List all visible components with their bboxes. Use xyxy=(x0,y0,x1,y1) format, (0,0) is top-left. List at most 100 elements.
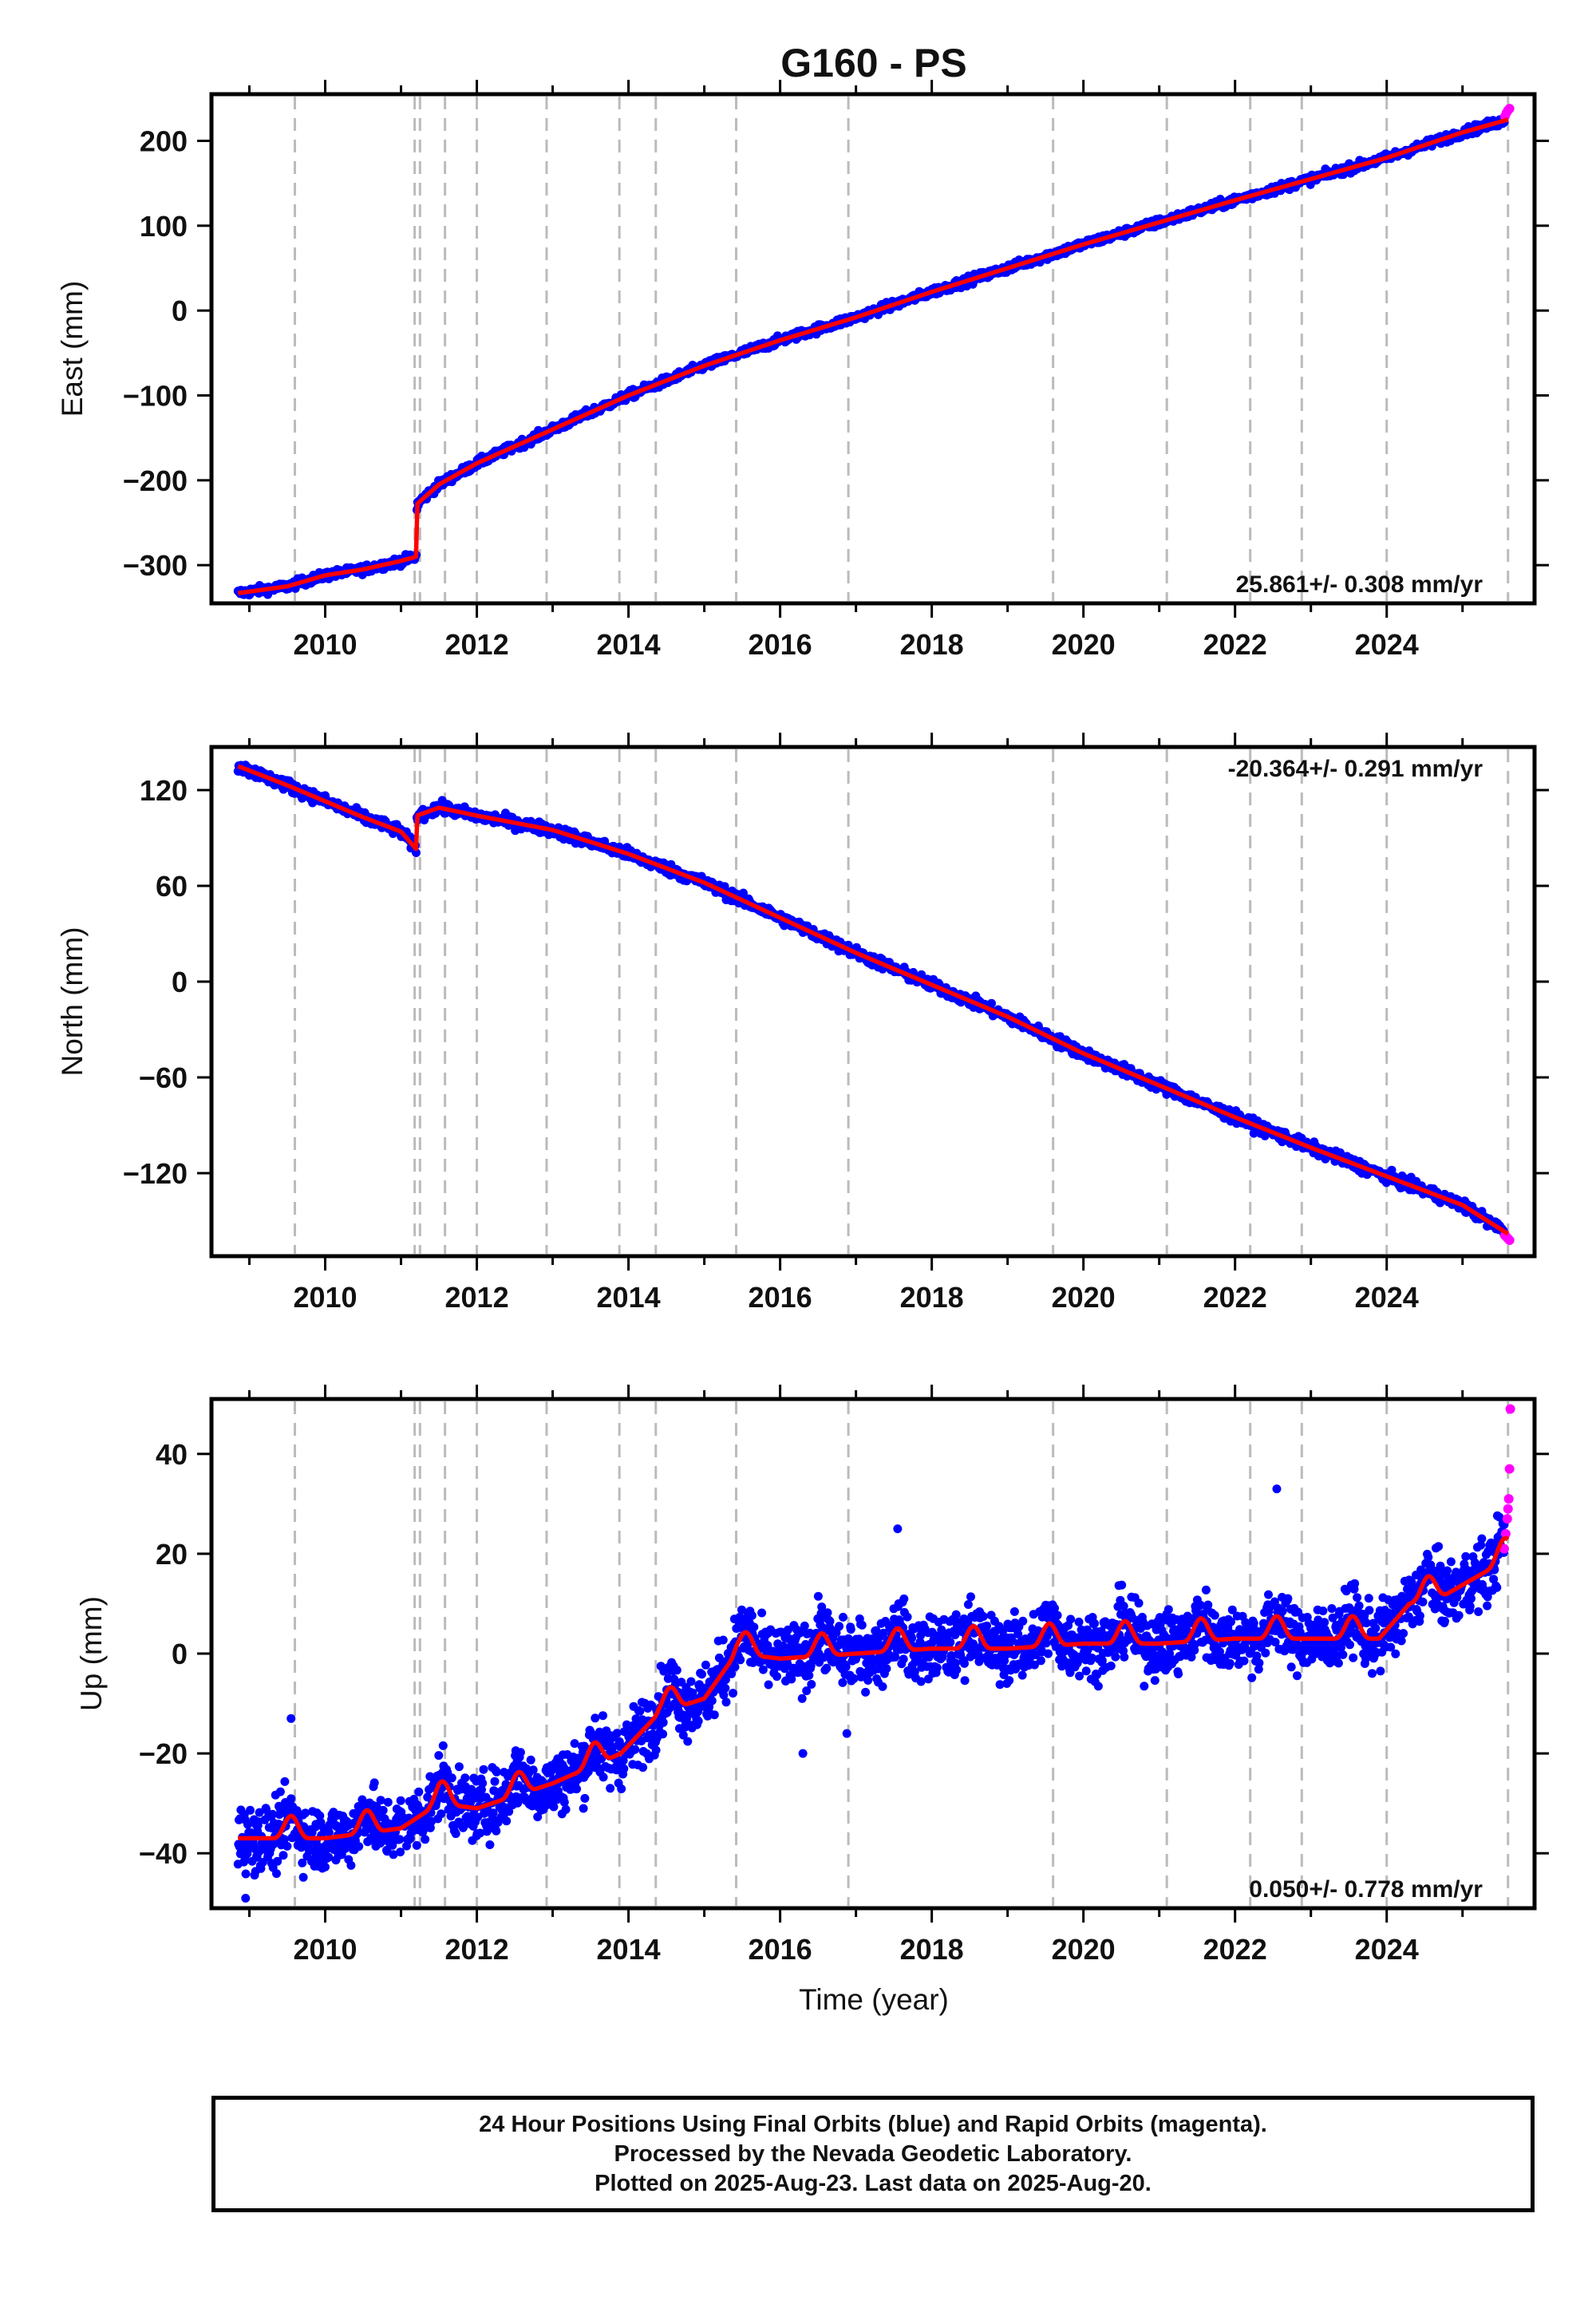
up-data-point xyxy=(960,1676,970,1686)
up-data-point xyxy=(719,1690,729,1700)
up-data-point xyxy=(701,1660,710,1670)
up-data-point xyxy=(727,1669,737,1678)
north-x-tick-label: 2022 xyxy=(1203,1281,1267,1314)
up-data-point xyxy=(255,1808,264,1817)
up-data-point xyxy=(526,1755,535,1765)
up-data-point xyxy=(414,1787,424,1796)
up-data-point xyxy=(849,1674,859,1683)
up-data-point xyxy=(899,1654,908,1664)
up-data-point xyxy=(321,1862,330,1871)
up-data-point xyxy=(635,1706,645,1716)
north-data-point xyxy=(987,998,996,1008)
up-data-point xyxy=(434,1751,444,1761)
up-data-point xyxy=(658,1717,668,1727)
up-data-point xyxy=(376,1796,385,1805)
north-x-tick-label: 2020 xyxy=(1052,1281,1116,1314)
up-data-point xyxy=(272,1869,281,1879)
up-data-point xyxy=(378,1805,388,1815)
up-data-point xyxy=(485,1840,495,1849)
up-data-point xyxy=(579,1804,588,1813)
up-final-orbit-points xyxy=(233,1484,1509,1903)
up-data-point xyxy=(570,1739,579,1749)
up-data-point xyxy=(932,1663,942,1673)
up-data-point xyxy=(787,1674,796,1684)
up-data-point xyxy=(813,1591,823,1601)
up-data-point xyxy=(857,1620,867,1630)
up-data-point xyxy=(764,1680,773,1690)
up-data-point xyxy=(688,1688,697,1697)
up-data-point xyxy=(591,1713,600,1723)
up-data-point xyxy=(841,1662,851,1671)
up-data-point xyxy=(451,1829,460,1839)
up-data-point xyxy=(736,1655,745,1665)
up-data-point xyxy=(346,1860,356,1870)
up-data-point xyxy=(946,1638,955,1647)
up-data-point xyxy=(807,1680,816,1689)
up-data-point xyxy=(714,1653,724,1662)
up-data-point xyxy=(298,1872,308,1882)
up-data-point xyxy=(315,1811,325,1820)
up-data-point xyxy=(476,1828,485,1838)
up-data-point xyxy=(583,1767,593,1777)
up-data-point xyxy=(324,1828,334,1837)
up-data-point xyxy=(467,1784,476,1794)
up-data-point xyxy=(861,1687,871,1697)
up-panel: 2010 2012 2014 2016 2018 2020 2022 2024−40−2002… xyxy=(75,1385,1549,1966)
east-velocity-label: 25.861+/- 0.308 mm/yr xyxy=(1236,571,1483,598)
up-data-point xyxy=(533,1812,543,1822)
up-data-point xyxy=(737,1605,746,1614)
up-data-point xyxy=(437,1809,446,1819)
up-data-point xyxy=(572,1784,582,1794)
up-data-point xyxy=(718,1635,728,1645)
up-data-point xyxy=(561,1804,571,1814)
north-y-tick-label: 120 xyxy=(140,774,188,807)
up-data-point xyxy=(516,1748,525,1757)
up-data-point xyxy=(903,1612,912,1622)
east-y-tick-label: 200 xyxy=(140,124,188,157)
east-model-fit-line xyxy=(237,117,1509,595)
up-data-point xyxy=(878,1682,887,1691)
up-data-point xyxy=(951,1658,960,1668)
up-data-point xyxy=(916,1677,926,1686)
up-data-point xyxy=(709,1710,719,1720)
up-data-point xyxy=(580,1793,590,1803)
up-data-point xyxy=(282,1841,292,1851)
north-x-tick-label: 2010 xyxy=(293,1281,357,1314)
east-x-tick-label: 2010 xyxy=(293,628,357,661)
up-data-point xyxy=(477,1785,486,1795)
up-data-point xyxy=(479,1765,488,1774)
up-data-point xyxy=(279,1835,289,1844)
up-data-point xyxy=(617,1784,626,1793)
east-x-tick-label: 2022 xyxy=(1203,628,1267,661)
east-x-tick-label: 2018 xyxy=(900,628,964,661)
up-data-point xyxy=(772,1672,781,1682)
up-data-point xyxy=(907,1634,917,1643)
up-data-point xyxy=(960,1658,969,1668)
up-data-point xyxy=(377,1836,387,1846)
north-model-fit-line xyxy=(237,764,1510,1236)
up-data-point xyxy=(369,1778,379,1788)
up-data-point xyxy=(952,1665,962,1674)
up-data-point xyxy=(838,1678,847,1687)
up-data-point xyxy=(749,1622,759,1632)
up-data-point xyxy=(707,1696,717,1705)
up-data-point xyxy=(721,1683,730,1693)
up-data-point xyxy=(301,1808,310,1818)
up-data-point xyxy=(275,1787,285,1796)
up-data-point xyxy=(721,1697,731,1707)
up-data-point xyxy=(383,1797,393,1807)
up-data-point xyxy=(478,1778,488,1788)
up-data-point xyxy=(619,1764,629,1773)
up-data-point xyxy=(846,1625,855,1634)
up-data-point xyxy=(683,1737,693,1746)
up-data-point xyxy=(638,1763,648,1773)
up-data-point xyxy=(729,1689,737,1698)
up-data-point xyxy=(778,1642,788,1650)
up-data-point xyxy=(504,1807,514,1816)
up-data-point xyxy=(822,1663,832,1673)
east-plot-frame xyxy=(209,92,1537,606)
up-data-point xyxy=(891,1652,900,1662)
north-y-tick-label: −60 xyxy=(139,1061,188,1094)
up-data-point xyxy=(763,1641,772,1650)
